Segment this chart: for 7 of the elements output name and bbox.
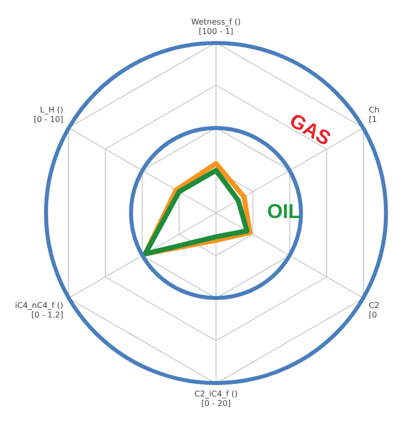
spoke-label: Ch [1	[368, 105, 380, 124]
spoke-label: Wetness_f () [100 - 1]	[191, 17, 241, 36]
text: GAS	[284, 110, 334, 152]
spoke-label: L_H () [0 - 10]	[34, 105, 64, 124]
spoke-label: C2_iC4_f () [0 - 20]	[194, 389, 238, 408]
spoke-label: C2 [0	[368, 301, 380, 320]
spoke-label: iC4_nC4_f () [0 - 1.2]	[14, 301, 64, 320]
